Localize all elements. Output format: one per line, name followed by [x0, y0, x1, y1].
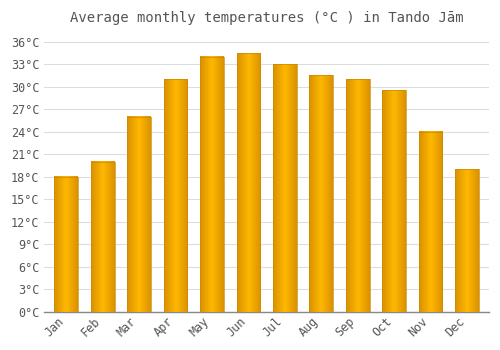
Bar	[346, 79, 370, 312]
Bar	[54, 177, 78, 312]
Bar	[164, 79, 188, 312]
Bar	[310, 76, 333, 312]
Bar	[382, 90, 406, 312]
Bar	[200, 57, 224, 312]
Bar	[236, 53, 260, 312]
Title: Average monthly temperatures (°C ) in Tando Jām: Average monthly temperatures (°C ) in Ta…	[70, 11, 464, 25]
Bar	[91, 162, 114, 312]
Bar	[273, 64, 296, 312]
Bar	[455, 169, 479, 312]
Bar	[128, 117, 151, 312]
Bar	[419, 132, 442, 312]
